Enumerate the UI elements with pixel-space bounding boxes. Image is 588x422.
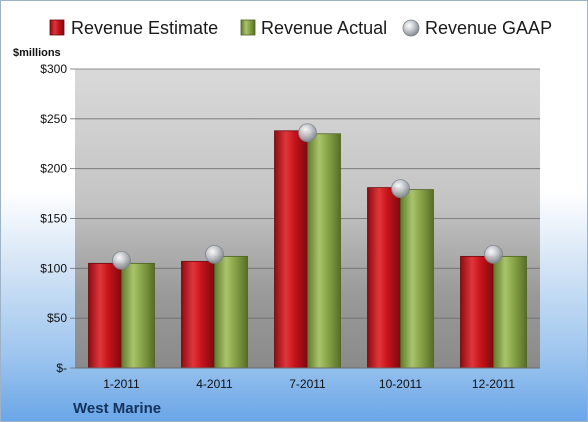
bar-revenue-estimate	[181, 260, 215, 369]
bar-revenue-actual	[493, 255, 527, 369]
bar-revenue-actual	[400, 189, 434, 369]
x-tick-label: 12-2011	[472, 377, 515, 391]
x-tick-label: 1-2011	[103, 377, 140, 391]
bar-revenue-actual	[214, 255, 248, 369]
y-axis-unit-label: $millions	[13, 47, 61, 59]
y-tick-label: $50	[47, 311, 67, 325]
marker-revenue-gaap	[484, 244, 503, 264]
x-tick-label: 7-2011	[289, 377, 326, 391]
gaap-markers	[112, 123, 503, 270]
bar-revenue-actual	[121, 262, 155, 369]
legend-label-gaap: Revenue GAAP	[425, 18, 552, 38]
x-tick-label: 10-2011	[379, 377, 422, 391]
bar-revenue-actual	[307, 133, 341, 369]
legend-swatch-estimate	[49, 19, 65, 36]
y-tick-label: $300	[40, 62, 67, 76]
x-tick-label: 4-2011	[196, 377, 233, 391]
bar-revenue-estimate	[88, 262, 122, 369]
y-tick-label: $200	[40, 162, 67, 176]
bar-revenue-estimate	[460, 255, 494, 369]
bars	[88, 130, 527, 369]
legend-label-actual: Revenue Actual	[261, 18, 387, 38]
marker-revenue-gaap	[298, 123, 317, 143]
y-tick-label: $150	[40, 212, 67, 226]
y-tick-label: $-	[56, 361, 67, 375]
x-axis-ticks: 1-2011 4-2011 7-2011 10-2011 12-2011	[103, 377, 515, 391]
company-name: West Marine	[73, 400, 161, 417]
bar-revenue-estimate	[274, 130, 308, 369]
marker-revenue-gaap	[391, 179, 410, 199]
y-axis-ticks: $- $50 $100 $150 $200 $250 $300	[40, 62, 75, 375]
bar-revenue-estimate	[367, 187, 401, 369]
y-tick-label: $100	[40, 261, 67, 275]
y-tick-label: $250	[40, 112, 67, 126]
marker-revenue-gaap	[205, 244, 224, 264]
marker-revenue-gaap	[112, 250, 131, 270]
legend-marker-gaap	[402, 19, 420, 37]
legend: Revenue Estimate Revenue Actual Revenue …	[49, 18, 552, 38]
legend-label-estimate: Revenue Estimate	[71, 18, 218, 38]
legend-swatch-actual	[240, 19, 256, 36]
